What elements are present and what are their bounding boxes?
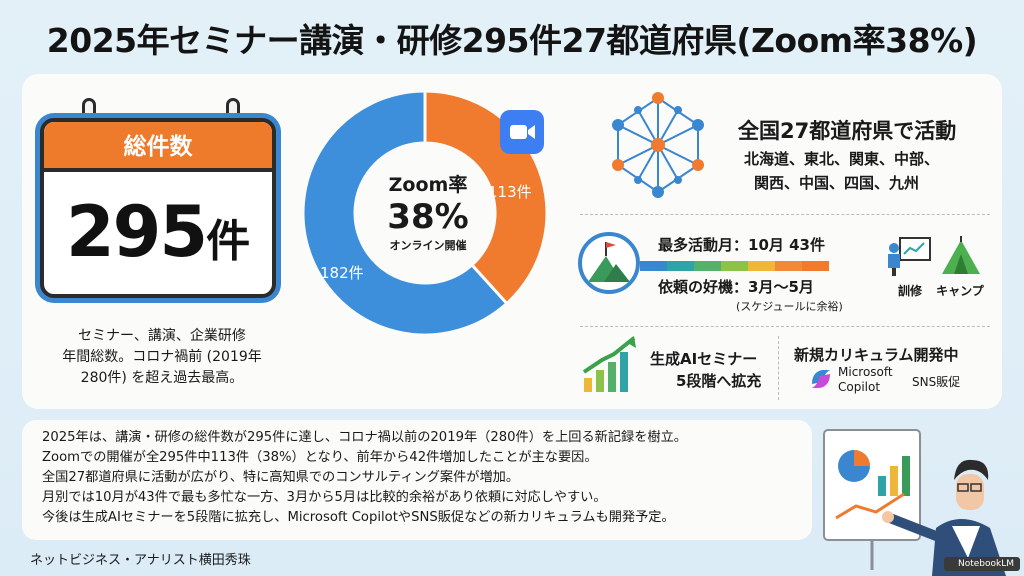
regions-title: 全国27都道府県で活動 bbox=[738, 119, 957, 143]
camp-caption: キャンプ bbox=[936, 284, 984, 298]
zoom-rate-value: 38% bbox=[387, 197, 469, 237]
total-desc-line: 280件) を超え過去最高。 bbox=[80, 370, 244, 386]
strip-segment bbox=[667, 261, 694, 271]
divider bbox=[580, 326, 990, 327]
network-icon bbox=[612, 92, 704, 198]
zoom-count-label: 113件 bbox=[488, 183, 532, 201]
zoom-rate-label: Zoom率 bbox=[388, 174, 468, 196]
training-icon bbox=[888, 237, 931, 276]
other-segment bbox=[301, 89, 509, 337]
peak-month: 最多活動月：10月 43件 bbox=[658, 236, 825, 254]
strip-segment bbox=[775, 261, 802, 271]
strip-segment bbox=[694, 261, 721, 271]
presenter-illustration bbox=[823, 429, 1006, 576]
calendar-header: 総件数 bbox=[44, 122, 272, 172]
page-title: 2025年セミナー講演・研修295件27都道府県(Zoom率38%) bbox=[46, 21, 978, 60]
strip-segment bbox=[721, 261, 748, 271]
summary-line: 2025年は、講演・研修の総件数が295件に達し、コロナ禍以前の2019年（28… bbox=[42, 430, 687, 445]
strip-segment bbox=[640, 261, 667, 271]
online-label: オンライン開催 bbox=[389, 239, 467, 252]
training-caption: 訓修 bbox=[897, 284, 922, 298]
regions-line-2: 関西、中国、四国、九州 bbox=[754, 174, 920, 192]
strip-segment bbox=[748, 261, 775, 271]
ai-seminar-line-2: 5段階へ拡充 bbox=[676, 372, 762, 390]
strip-segment bbox=[802, 261, 829, 271]
divider bbox=[580, 214, 990, 215]
author-name: ネットビジネス・アナリスト横田秀珠 bbox=[30, 553, 251, 568]
booking-window: 依頼の好機：3月〜5月 bbox=[658, 278, 814, 296]
total-count: 295件 bbox=[44, 172, 272, 294]
summary-line: 全国27都道府県に活動が広がり、特に高知県でのコンサルティング案件が増加。 bbox=[42, 470, 520, 485]
month-color-strip bbox=[640, 261, 829, 271]
copilot-logo-icon bbox=[812, 370, 830, 388]
copilot-text-1: Microsoft bbox=[838, 365, 893, 379]
tent-icon bbox=[942, 236, 980, 274]
ai-seminar-line-1: 生成AIセミナー bbox=[650, 350, 758, 368]
summary-line: 月別では10月が43件で最も多忙な一方、3月から5月は比較的余裕があり依頼に対応… bbox=[42, 490, 607, 505]
summary-box: 2025年は、講演・研修の総件数が295件に達し、コロナ禍以前の2019年（28… bbox=[22, 420, 812, 540]
zoom-icon bbox=[500, 110, 544, 154]
booking-note: (スケジュールに余裕) bbox=[736, 300, 843, 313]
total-description: セミナー、講演、企業研修 年間総数。コロナ禍前 (2019年 280件) を超え… bbox=[40, 326, 284, 389]
total-desc-line: 年間総数。コロナ禍前 (2019年 bbox=[62, 349, 262, 365]
total-desc-line: セミナー、講演、企業研修 bbox=[78, 328, 246, 344]
mountain-flag-icon bbox=[578, 232, 640, 294]
curriculum-title: 新規カリキュラム開発中 bbox=[794, 346, 959, 364]
growth-chart-icon bbox=[582, 336, 636, 392]
notebooklm-watermark: NotebookLM bbox=[944, 557, 1021, 571]
summary-line: 今後は生成AIセミナーを5段階に拡充し、Microsoft CopilotやSN… bbox=[42, 510, 675, 525]
copilot-text-2: Copilot bbox=[838, 380, 881, 394]
other-count-label: 182件 bbox=[320, 264, 364, 282]
regions-line-1: 北海道、東北、関東、中部、 bbox=[744, 150, 940, 168]
summary-line: Zoomでの開催が全295件中113件（38%）となり、前年から42件増加したこ… bbox=[42, 450, 598, 465]
donut-center: Zoom率 38% オンライン開催 bbox=[368, 170, 488, 253]
total-unit: 件 bbox=[206, 216, 251, 267]
total-number: 295 bbox=[65, 191, 208, 273]
divider bbox=[778, 336, 779, 400]
calendar-card: 総件数 295件 bbox=[40, 118, 276, 298]
sns-promo: SNS販促 bbox=[912, 375, 961, 389]
